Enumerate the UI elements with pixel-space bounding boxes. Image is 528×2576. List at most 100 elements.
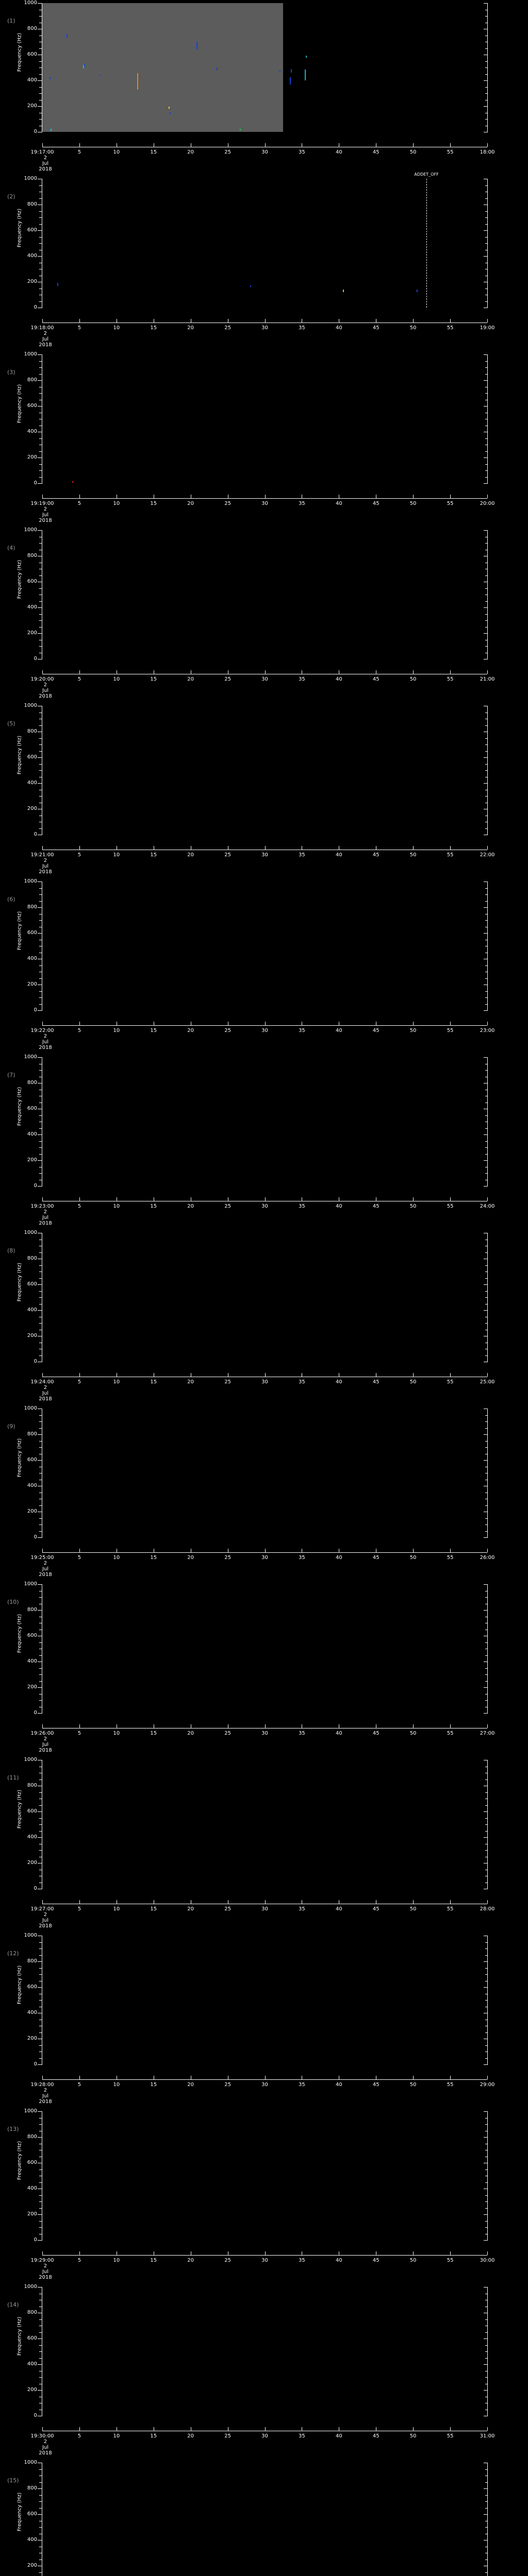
date-stamp-line: 2018 xyxy=(39,2450,52,2456)
x-axis-tick-label: 15 xyxy=(150,2433,157,2439)
right-axis-minor-tick xyxy=(485,1173,488,1174)
x-axis-tick-label: 45 xyxy=(372,1379,380,1385)
y-axis-minor-tick xyxy=(39,2117,42,2119)
y-axis-minor-tick xyxy=(39,1323,42,1324)
y-axis-tick-label: 1000 xyxy=(24,1054,37,1060)
y-axis-tick-label: 1000 xyxy=(24,0,37,6)
y-axis-minor-tick xyxy=(39,646,42,647)
x-axis-end-label: 25:00 xyxy=(480,1379,495,1385)
x-axis-tick xyxy=(450,495,451,498)
y-axis-minor-tick xyxy=(39,2201,42,2202)
y-axis-tick-label: 400 xyxy=(27,2537,37,2543)
y-axis-major-tick xyxy=(38,933,42,934)
right-axis-minor-tick xyxy=(485,87,488,88)
y-axis-minor-tick xyxy=(39,1505,42,1506)
right-axis-minor-tick xyxy=(485,997,488,998)
y-axis-major-tick xyxy=(38,1584,42,1585)
y-axis-minor-tick xyxy=(39,67,42,68)
y-axis-major-tick xyxy=(38,530,42,531)
x-axis-tick-label: 15 xyxy=(150,1555,157,1561)
x-axis-date-stamp: 2 Jul 2018 xyxy=(39,1561,52,1578)
y-axis-major-tick xyxy=(38,1537,42,1538)
right-axis-spine xyxy=(487,2463,488,2576)
x-axis-tick xyxy=(265,2076,266,2079)
right-axis-minor-tick xyxy=(485,2319,488,2320)
x-axis-tick-label: 45 xyxy=(372,1555,380,1561)
x-axis-tick-label: 10 xyxy=(113,325,120,331)
x-axis-tick-label: 50 xyxy=(409,1731,417,1736)
x-axis-tick xyxy=(79,319,80,323)
date-stamp-line: 2018 xyxy=(39,1923,52,1929)
x-axis-end-label: 29:00 xyxy=(480,2082,495,2088)
right-axis-major-tick xyxy=(484,633,488,634)
x-axis-tick-label: 25 xyxy=(224,325,231,331)
x-axis-tick-label: 10 xyxy=(113,852,120,858)
y-axis-minor-tick xyxy=(39,965,42,966)
x-axis-tick-label: 40 xyxy=(335,2082,342,2088)
x-axis-spine xyxy=(42,1025,487,1026)
x-axis-tick-label: 30 xyxy=(261,676,268,682)
right-axis-minor-tick xyxy=(485,211,488,212)
x-axis-date-stamp: 2 Jul 2018 xyxy=(39,1033,52,1050)
y-axis-major-tick xyxy=(38,1010,42,1011)
y-axis-minor-tick xyxy=(39,224,42,225)
x-axis-tick-label: 30 xyxy=(261,1204,268,1209)
y-axis-minor-tick xyxy=(39,438,42,439)
y-axis-minor-tick xyxy=(39,1252,42,1253)
plot-panel: 0 200 400 600 800 1000 Frequency (Hz) (6) 19:22:… xyxy=(0,878,528,1054)
x-axis-tick xyxy=(42,2251,43,2255)
x-axis-tick-label: 45 xyxy=(372,1906,380,1912)
right-axis-minor-tick xyxy=(485,1968,488,1969)
y-axis-minor-tick xyxy=(39,2527,42,2528)
right-axis-minor-tick xyxy=(485,2351,488,2352)
y-axis-major-tick xyxy=(38,1434,42,1435)
right-axis-major-tick xyxy=(484,1811,488,1812)
y-axis-minor-tick xyxy=(39,1818,42,1819)
right-axis-minor-tick xyxy=(485,2182,488,2183)
y-axis-minor-tick xyxy=(39,87,42,88)
x-axis-start-label: 19:17:00 xyxy=(30,149,54,155)
date-stamp-line: 2 xyxy=(43,506,47,512)
x-axis-end-label: 27:00 xyxy=(480,1731,495,1736)
y-axis-minor-tick xyxy=(39,1597,42,1598)
date-stamp-line: 2018 xyxy=(39,1221,52,1226)
right-axis-minor-tick xyxy=(485,770,488,771)
date-stamp-line: Jul xyxy=(42,688,49,693)
right-axis-major-tick xyxy=(484,1687,488,1688)
y-axis-major-tick xyxy=(38,1310,42,1311)
y-axis-major-tick xyxy=(38,1460,42,1461)
right-axis-major-tick xyxy=(484,483,488,484)
plot-panel: 0 200 400 600 800 1000 Frequency (Hz) (1) 19:17:… xyxy=(0,0,528,176)
x-axis-tick-label: 55 xyxy=(447,1731,454,1736)
y-axis-tick-label: 1000 xyxy=(24,1757,37,1762)
x-axis-tick-label: 20 xyxy=(187,2433,194,2439)
y-axis-tick-label: 600 xyxy=(27,930,37,936)
x-axis-tick-label: 15 xyxy=(150,1731,157,1736)
event-marker-label: ADDET_OFF xyxy=(414,172,439,177)
y-axis-minor-tick xyxy=(39,1428,42,1429)
y-axis-tick-label: 200 xyxy=(27,454,37,460)
date-stamp-line: Jul xyxy=(42,2269,49,2275)
y-axis-tick-label: 800 xyxy=(27,904,37,910)
right-axis-minor-tick xyxy=(485,2227,488,2228)
right-axis-major-tick xyxy=(484,1584,488,1585)
y-axis-tick-label: 800 xyxy=(27,2310,37,2315)
detection-mark xyxy=(305,69,306,80)
right-axis-major-tick xyxy=(484,1160,488,1161)
right-axis-minor-tick xyxy=(485,2358,488,2359)
panel-number-label: (13) xyxy=(7,2126,19,2132)
x-axis-tick-label: 45 xyxy=(372,1731,380,1736)
y-axis-minor-tick xyxy=(39,198,42,199)
x-axis-tick-label: 10 xyxy=(113,501,120,506)
right-axis-minor-tick xyxy=(485,61,488,62)
right-axis-minor-tick xyxy=(485,1642,488,1643)
date-stamp-line: 2 xyxy=(43,1385,47,1391)
y-axis-minor-tick xyxy=(39,1297,42,1298)
x-axis-tick-label: 35 xyxy=(299,149,305,155)
x-axis-tick-label: 25 xyxy=(224,676,231,682)
date-stamp-line: 2018 xyxy=(39,1748,52,1753)
x-axis-tick xyxy=(487,2076,488,2079)
x-axis-tick xyxy=(42,846,43,850)
x-axis-tick-label: 15 xyxy=(150,1204,157,1209)
y-axis-major-tick xyxy=(38,256,42,257)
